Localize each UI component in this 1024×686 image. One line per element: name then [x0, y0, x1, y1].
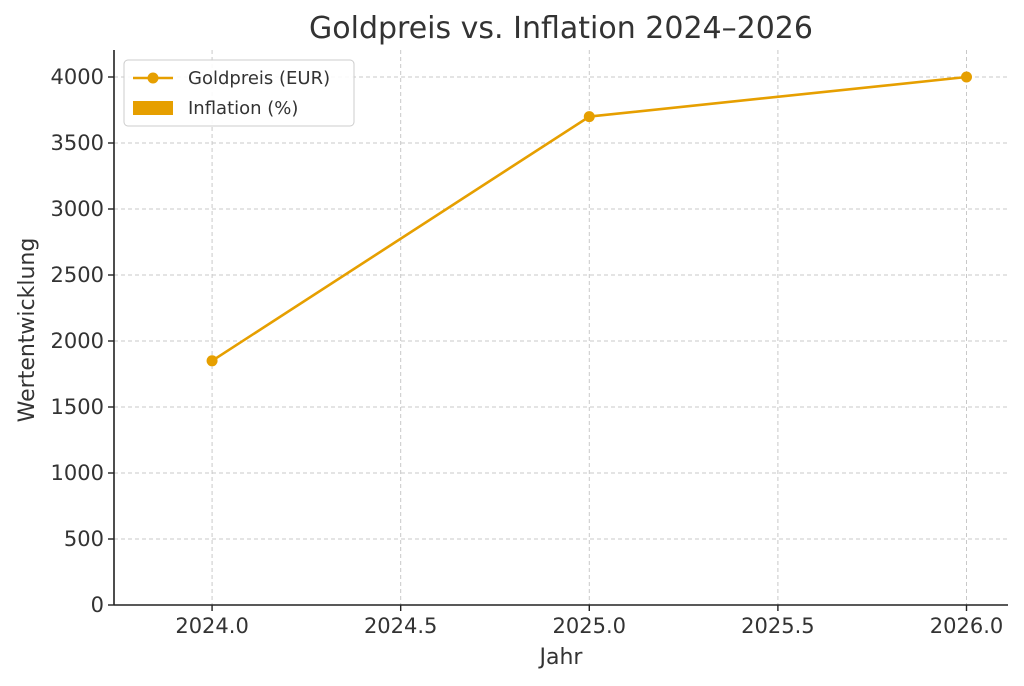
x-axis-label: Jahr [538, 645, 584, 670]
x-tick-label: 2026.0 [930, 614, 1003, 638]
x-tick-label: 2025.5 [741, 614, 814, 638]
y-axis-label: Wertentwicklung [15, 238, 40, 423]
legend-marker [148, 73, 159, 84]
y-tick-label: 4000 [51, 65, 104, 89]
y-tick-label: 1000 [51, 461, 104, 485]
x-tick-label: 2024.0 [175, 614, 248, 638]
x-tick-label: 2024.5 [364, 614, 437, 638]
y-tick-label: 2000 [51, 329, 104, 353]
goldpreis-point [584, 111, 595, 122]
axes: 2024.0 2024.5 2025.0 2025.5 2026.0 0 500 1000 15… [51, 50, 1008, 638]
y-tick-label: 2500 [51, 263, 104, 287]
y-tick-label: 3000 [51, 197, 104, 221]
chart-title: Goldpreis vs. Inflation 2024–2026 [309, 11, 813, 46]
x-tick-label: 2025.0 [553, 614, 626, 638]
legend-label: Inflation (%) [188, 98, 298, 119]
legend-label: Goldpreis (EUR) [188, 68, 330, 89]
legend-bar-swatch [133, 101, 173, 115]
y-tick-label: 1500 [51, 395, 104, 419]
goldpreis-point [207, 355, 218, 366]
y-tick-label: 500 [64, 527, 104, 551]
y-tick-label: 0 [91, 593, 104, 617]
y-tick-label: 3500 [51, 131, 104, 155]
goldpreis-point [961, 72, 972, 83]
legend: Goldpreis (EUR) Inflation (%) [124, 60, 354, 126]
grid [114, 50, 1008, 605]
